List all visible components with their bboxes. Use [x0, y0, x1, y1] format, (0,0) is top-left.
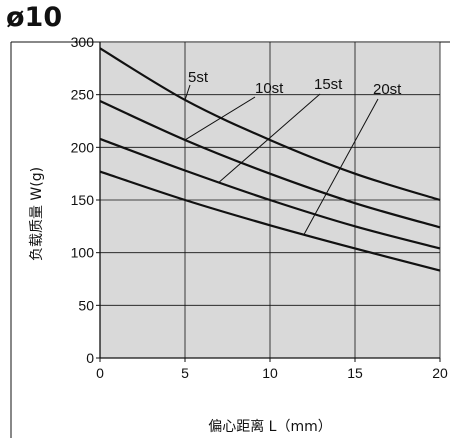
y-axis-label: 负载质量 W(g) — [29, 167, 45, 261]
x-axis-label: 偏心距离 L（mm） — [208, 418, 332, 435]
x-tick-label: 10 — [262, 365, 278, 381]
series-label: 5st — [188, 69, 209, 86]
series-line-15st — [99, 137, 441, 250]
series-label: 10st — [255, 80, 284, 97]
series-leader-line — [303, 98, 379, 235]
series-label: 20st — [373, 81, 402, 98]
series-leader-line — [218, 93, 321, 183]
series-labels: 5st 10st 15st 20st — [184, 69, 402, 235]
x-tick-label: 5 — [181, 365, 189, 381]
y-tick-label: 0 — [86, 350, 94, 366]
y-tick-label: 100 — [71, 245, 95, 261]
axes: 0 50 100 150 200 250 300 0 5 10 15 20 — [71, 34, 448, 381]
x-tick-label: 0 — [96, 365, 104, 381]
y-tick-label: 250 — [71, 87, 95, 103]
series-line-5st — [99, 47, 441, 202]
series-lines — [99, 47, 441, 272]
x-tick-label: 15 — [347, 365, 363, 381]
series-line-10st — [99, 99, 441, 229]
series-label: 15st — [314, 76, 343, 93]
chart-title: ø10 — [6, 2, 63, 33]
series-leader-line — [184, 96, 256, 141]
y-tick-label: 50 — [78, 297, 94, 313]
y-tick-label: 150 — [71, 192, 95, 208]
series-line-20st — [99, 170, 441, 272]
y-tick-label: 300 — [71, 34, 95, 50]
y-tick-label: 200 — [71, 139, 95, 155]
series-leader-line — [184, 84, 191, 101]
x-tick-label: 20 — [432, 365, 448, 381]
